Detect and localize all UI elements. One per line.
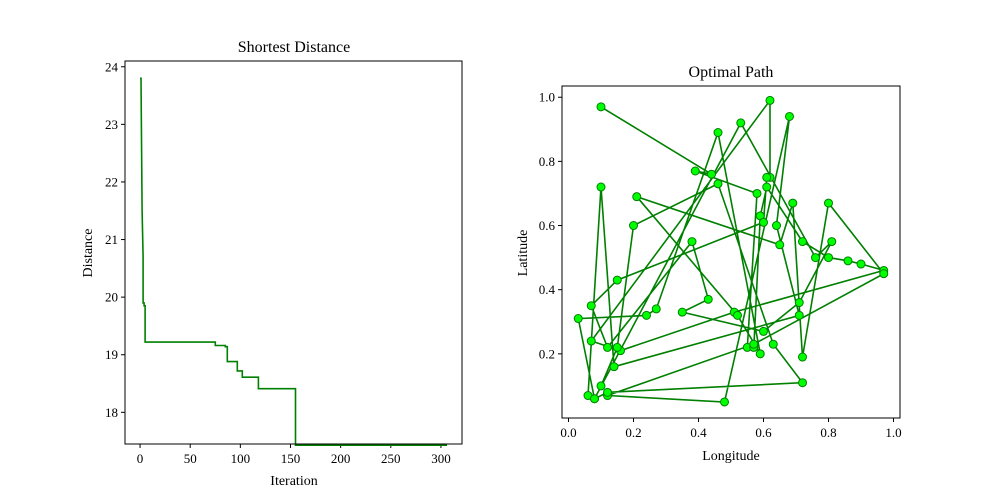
city-point	[713, 179, 723, 189]
x-axis-label: Longitude	[702, 449, 760, 464]
city-point	[759, 217, 768, 227]
axis-ticks: 0 50 100 150 200 250 300 18 19 20 21 22 23 24	[105, 59, 451, 466]
y-tick-label: 20	[105, 290, 118, 305]
y-tick-label: 23	[105, 117, 118, 132]
plot-series	[573, 95, 889, 407]
city-point	[794, 298, 804, 308]
city-point	[603, 342, 612, 352]
city-point	[690, 166, 700, 176]
x-tick-label: 50	[184, 451, 197, 466]
city-point	[612, 342, 622, 352]
shortest-distance-chart: Shortest Distance Iteration Distance 0 50…	[81, 39, 463, 489]
city-point	[762, 182, 772, 192]
x-tick-label: 200	[331, 451, 351, 466]
plot-series	[140, 77, 447, 447]
city-point	[596, 102, 606, 112]
city-point	[736, 118, 746, 128]
x-tick-label: 100	[231, 451, 251, 466]
city-point	[596, 381, 606, 391]
axis-ticks: 0.0 0.2 0.4 0.6 0.8 1.0 0.2 0.4 0.6 0.8 1.0	[539, 90, 902, 440]
x-tick-label: 300	[431, 451, 451, 466]
city-point	[573, 314, 583, 324]
city-point	[843, 256, 853, 266]
city-point	[713, 128, 723, 138]
y-tick-label: 18	[105, 405, 118, 420]
city-point	[687, 237, 697, 247]
city-point	[677, 307, 687, 317]
x-tick-label: 0	[137, 451, 144, 466]
city-point	[768, 339, 778, 349]
city-point	[765, 95, 775, 105]
city-point	[642, 310, 651, 320]
city-point	[703, 294, 713, 304]
city-point	[798, 352, 807, 362]
optimal-path-chart: Optimal Path Longitude Latitude 0.0 0.2 0.…	[516, 64, 902, 464]
chart-title: Shortest Distance	[238, 39, 350, 56]
city-point	[824, 198, 833, 208]
city-point	[794, 310, 804, 320]
city-point	[609, 362, 619, 372]
city-point	[775, 240, 785, 250]
x-tick-label: 1.0	[885, 425, 901, 440]
city-point	[811, 253, 820, 263]
city-point	[879, 269, 889, 279]
y-tick-label: 0.4	[539, 282, 556, 297]
city-point	[651, 304, 661, 314]
y-tick-label: 19	[105, 347, 118, 362]
city-point	[603, 387, 612, 397]
city-point	[707, 169, 716, 179]
city-point	[827, 237, 837, 247]
city-point	[798, 378, 807, 388]
city-point	[596, 182, 606, 192]
city-point	[762, 172, 772, 182]
city-point	[772, 221, 781, 231]
city-point	[759, 326, 768, 336]
y-axis-label: Latitude	[516, 230, 531, 277]
distance-line	[140, 77, 447, 447]
city-point	[785, 111, 794, 121]
x-tick-label: 0.2	[625, 425, 641, 440]
city-point	[629, 221, 638, 231]
city-point	[755, 349, 765, 359]
x-tick-label: 0.4	[690, 425, 707, 440]
city-point	[749, 339, 759, 349]
x-tick-label: 0.0	[560, 425, 576, 440]
plot-frame	[124, 60, 463, 445]
y-axis-label: Distance	[81, 229, 96, 278]
city-point	[586, 301, 596, 311]
city-point	[733, 310, 742, 320]
city-point	[824, 253, 833, 263]
city-point	[720, 397, 729, 407]
city-point	[590, 394, 599, 404]
y-tick-label: 21	[105, 232, 118, 247]
y-tick-label: 22	[105, 174, 118, 189]
y-tick-label: 0.2	[539, 346, 555, 361]
plot-frame	[561, 85, 901, 419]
city-point	[856, 259, 866, 269]
y-tick-label: 1.0	[539, 90, 555, 105]
y-tick-label: 0.8	[539, 154, 555, 169]
y-tick-label: 0.6	[539, 218, 556, 233]
city-point	[798, 237, 807, 247]
city-point	[788, 198, 798, 208]
x-axis-label: Iteration	[270, 474, 317, 489]
x-tick-label: 150	[281, 451, 301, 466]
y-tick-label: 24	[105, 59, 119, 74]
city-point	[612, 275, 622, 285]
city-point	[752, 188, 762, 198]
x-tick-label: 0.8	[820, 425, 836, 440]
x-tick-label: 250	[381, 451, 401, 466]
city-point	[586, 336, 596, 346]
chart-title: Optimal Path	[689, 64, 774, 81]
x-tick-label: 0.6	[755, 425, 772, 440]
city-point	[632, 192, 642, 202]
